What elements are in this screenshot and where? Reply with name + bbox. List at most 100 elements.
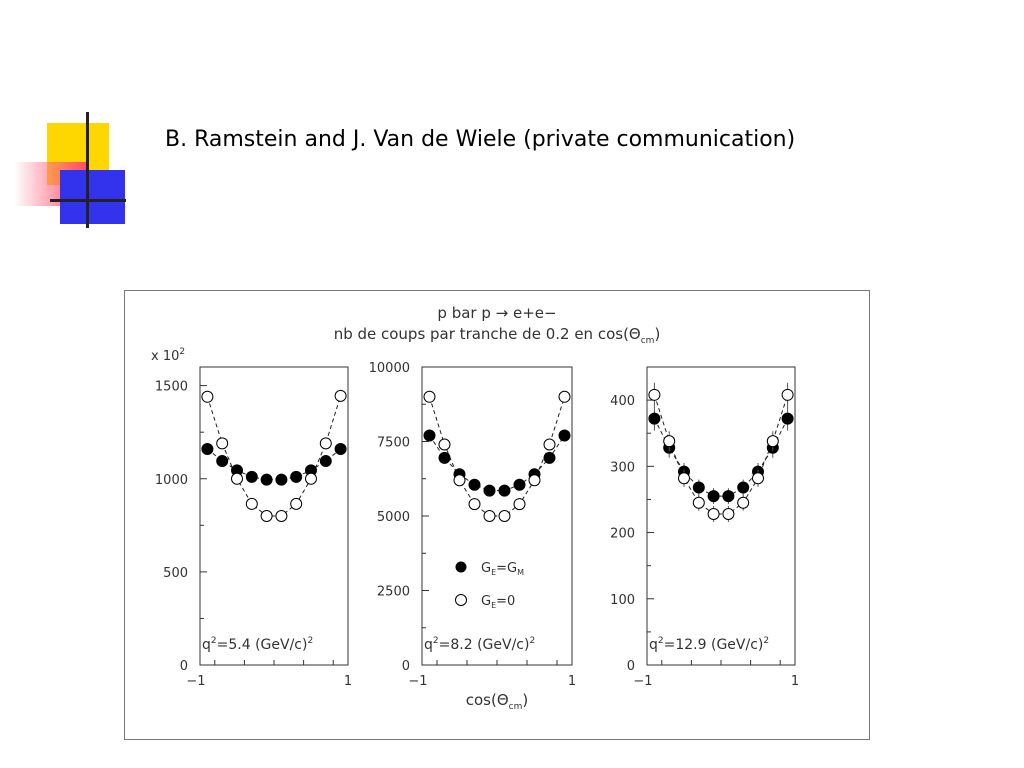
data-point-open (543, 438, 556, 451)
y-tick-label: 100 (610, 593, 635, 608)
x-tick-label: −1 (633, 674, 652, 689)
panel-annotation: q2=5.4 (GeV/c)2 (202, 636, 313, 653)
data-point-open (752, 472, 764, 485)
figure-title-line1: p bar p → e+e− (437, 304, 556, 322)
data-point-filled (737, 481, 750, 494)
y-tick-label: 200 (610, 527, 635, 542)
data-point-open (438, 438, 451, 451)
data-point-filled (334, 442, 347, 455)
slide-title: B. Ramstein and J. Van de Wiele (private… (165, 127, 796, 152)
panel-annotation: q2=8.2 (GeV/c)2 (424, 636, 535, 653)
figure-panel: p bar p → e+e− nb de coups par tranche d… (124, 290, 870, 740)
data-point-filled (513, 478, 526, 491)
x-tick-label: −1 (186, 674, 205, 689)
chart-panel-1: 0 500 1000 1500 −1 1 q2=5.4 (GeV/c)2 (155, 366, 352, 689)
data-point-filled (543, 451, 556, 464)
data-point-open (275, 510, 288, 522)
data-point-open (707, 508, 720, 521)
x-tick-label: 1 (568, 674, 576, 689)
data-point-filled (216, 455, 229, 468)
data-point-open (423, 390, 436, 403)
data-point-open (260, 510, 273, 522)
data-point-filled (201, 442, 214, 455)
data-point-open (692, 496, 705, 509)
y-multiplier-label: x 102 (151, 347, 185, 364)
plot-frame (646, 366, 796, 666)
data-point-open (781, 388, 794, 401)
series-line-open (653, 394, 789, 515)
data-point-open (305, 472, 317, 485)
decorative-blue-square (60, 170, 125, 224)
legend-filled-label: GE=GM (481, 561, 524, 577)
data-point-open (453, 474, 466, 487)
series-line-open (429, 396, 565, 517)
data-point-filled (648, 412, 661, 425)
y-tick-label: 5000 (377, 510, 410, 525)
y-tick-label: 400 (610, 394, 635, 409)
series-line-filled (207, 448, 341, 481)
y-tick-label: 2500 (377, 585, 410, 600)
data-point-open (737, 496, 750, 509)
data-point-open (290, 497, 303, 510)
data-point-open (678, 472, 690, 485)
y-tick-label: 500 (163, 566, 188, 581)
x-tick-label: 1 (791, 674, 799, 689)
data-point-filled (260, 473, 273, 486)
data-point-open (334, 389, 347, 402)
data-point-open (201, 390, 214, 403)
legend-open-marker (455, 594, 467, 606)
data-point-filled (722, 490, 735, 503)
data-point-open (722, 508, 735, 521)
data-point-filled (423, 429, 436, 442)
data-point-open (245, 497, 258, 510)
data-point-filled (468, 478, 481, 491)
data-point-open (468, 498, 481, 511)
y-tick-label: 10000 (369, 361, 410, 376)
legend-filled-marker (455, 561, 467, 573)
y-tick-label: 0 (402, 659, 410, 674)
data-point-filled (275, 473, 288, 486)
chart-svg: p bar p → e+e− nb de coups par tranche d… (151, 304, 799, 712)
decorative-horizontal-line (50, 199, 126, 202)
data-point-open (513, 498, 526, 511)
data-point-open (766, 435, 779, 448)
data-point-filled (498, 484, 511, 497)
data-point-open (558, 390, 571, 403)
series-line-filled (429, 435, 565, 492)
legend: GE=GM GE=0 (455, 561, 524, 610)
data-point-filled (692, 481, 705, 494)
decorative-vertical-line (86, 112, 89, 228)
chart-panel-2: 0 2500 5000 7500 10000 −1 1 q2=8.2 (GeV/c)2 (369, 361, 577, 689)
data-point-filled (290, 470, 303, 483)
y-tick-label: 0 (180, 659, 188, 674)
data-point-open (528, 474, 541, 487)
data-point-open (231, 472, 243, 485)
y-tick-label: 7500 (377, 436, 410, 451)
data-point-filled (319, 455, 332, 468)
chart-panel-3: 0 100 200 300 400 −1 1 q2=12.9 (GeV/c)2 (610, 366, 799, 689)
x-tick-label: −1 (408, 674, 427, 689)
data-point-filled (483, 484, 496, 497)
y-tick-label: 1000 (155, 473, 188, 488)
y-tick-label: 0 (627, 659, 635, 674)
panel-annotation: q2=12.9 (GeV/c)2 (649, 636, 769, 653)
data-point-open (216, 437, 229, 450)
data-point-filled (438, 451, 451, 464)
data-point-filled (245, 470, 258, 483)
data-point-open (498, 510, 511, 522)
y-tick-label: 1500 (155, 380, 188, 395)
x-tick-label: 1 (344, 674, 352, 689)
series-line-open (206, 395, 342, 517)
data-point-open (663, 435, 676, 448)
figure-title-line2: nb de coups par tranche de 0.2 en cos(Θc… (334, 325, 661, 346)
y-tick-label: 300 (610, 460, 635, 475)
series-line-filled (653, 418, 789, 497)
data-point-filled (707, 490, 720, 503)
data-point-filled (558, 429, 571, 442)
data-point-open (319, 437, 332, 450)
data-point-open (483, 510, 496, 522)
data-point-filled (781, 412, 794, 425)
x-axis-label: cos(Θcm) (466, 691, 528, 712)
legend-open-label: GE=0 (481, 594, 515, 610)
